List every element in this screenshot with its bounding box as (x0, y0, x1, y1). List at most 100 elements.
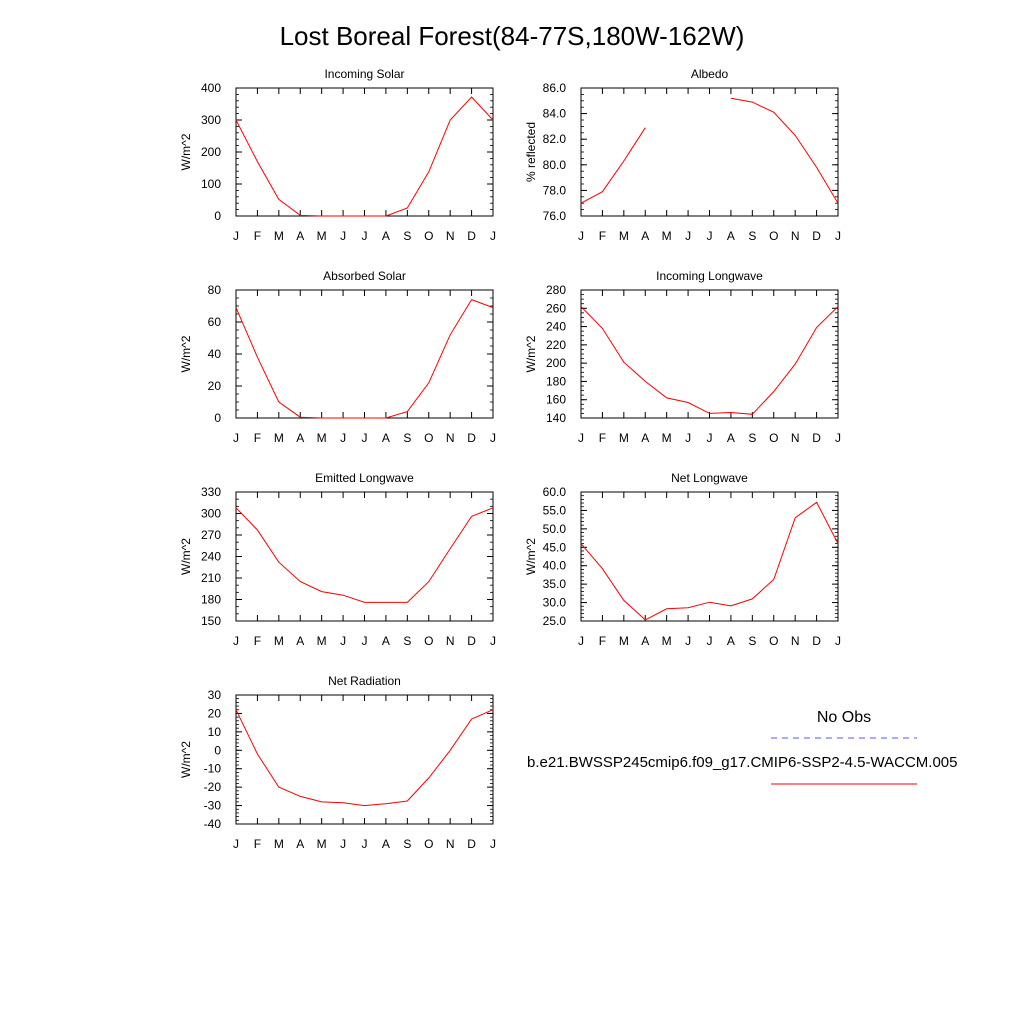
panel-title: Incoming Solar (324, 67, 404, 81)
y-tick-label: 84.0 (543, 107, 567, 121)
x-tick-label: M (317, 431, 327, 445)
y-tick-label: -40 (204, 817, 222, 831)
series-line (235, 709, 494, 807)
x-tick-label: O (769, 431, 778, 445)
x-tick-label: A (727, 634, 735, 648)
series-line (580, 306, 839, 415)
y-tick-label: 50.0 (543, 522, 567, 536)
x-tick-label: J (707, 431, 713, 445)
x-tick-label: M (317, 229, 327, 243)
x-tick-label: J (340, 431, 346, 445)
y-tick-label: 240 (201, 550, 221, 564)
plot-frame (235, 87, 494, 217)
x-tick-label: J (685, 431, 691, 445)
x-tick-label: N (446, 431, 455, 445)
x-tick-label: J (707, 229, 713, 243)
y-tick-label: -10 (204, 762, 222, 776)
x-tick-label: A (296, 431, 304, 445)
y-tick-label: 280 (546, 283, 566, 297)
x-tick-label: J (835, 229, 841, 243)
panel-title: Absorbed Solar (323, 269, 406, 283)
x-tick-label: N (791, 634, 800, 648)
legend: No Obs b.e21.BWSSP245cmip6.f09_g17.CMIP6… (527, 709, 957, 785)
x-tick-label: D (467, 837, 476, 851)
x-tick-label: A (641, 229, 649, 243)
x-tick-label: A (382, 837, 390, 851)
x-tick-label: N (446, 229, 455, 243)
y-tick-label: 20 (208, 379, 222, 393)
x-tick-label: A (382, 431, 390, 445)
x-tick-label: M (619, 431, 629, 445)
y-tick-label: 200 (546, 356, 566, 370)
x-tick-label: J (685, 229, 691, 243)
x-tick-label: O (769, 634, 778, 648)
x-tick-label: J (490, 634, 496, 648)
y-axis-label: W/m^2 (179, 133, 193, 170)
series-line (580, 127, 646, 204)
legend-model-label: b.e21.BWSSP245cmip6.f09_g17.CMIP6-SSP2-4… (527, 754, 957, 771)
y-tick-label: 60.0 (543, 485, 567, 499)
x-tick-label: O (424, 229, 433, 243)
y-tick-label: 10 (208, 725, 222, 739)
series-line (730, 97, 839, 204)
x-tick-label: F (599, 229, 606, 243)
x-tick-label: J (233, 634, 239, 648)
x-tick-label: M (274, 229, 284, 243)
x-tick-label: J (233, 229, 239, 243)
y-tick-label: 0 (214, 743, 221, 757)
x-tick-label: S (403, 431, 411, 445)
x-tick-label: A (296, 229, 304, 243)
plot-frame (580, 87, 839, 217)
x-tick-label: J (490, 837, 496, 851)
y-tick-label: 220 (546, 338, 566, 352)
y-tick-label: 76.0 (543, 209, 567, 223)
y-tick-label: -30 (204, 799, 222, 813)
y-tick-label: 78.0 (543, 183, 567, 197)
y-tick-label: 0 (214, 411, 221, 425)
x-tick-label: M (274, 634, 284, 648)
x-tick-label: A (296, 837, 304, 851)
x-tick-label: N (446, 837, 455, 851)
panel-title: Net Radiation (328, 674, 401, 688)
y-tick-label: -20 (204, 780, 222, 794)
x-tick-label: F (599, 431, 606, 445)
legend-obs-label: No Obs (817, 709, 871, 726)
x-tick-label: M (274, 431, 284, 445)
x-tick-label: J (233, 431, 239, 445)
x-tick-label: M (317, 634, 327, 648)
x-tick-label: S (748, 634, 756, 648)
y-tick-label: 180 (546, 374, 566, 388)
y-axis-label: % reflected (524, 122, 538, 182)
x-tick-label: F (254, 634, 261, 648)
x-tick-label: J (835, 634, 841, 648)
y-axis-label: W/m^2 (179, 538, 193, 575)
y-tick-label: 80 (208, 283, 222, 297)
y-tick-label: 35.0 (543, 577, 567, 591)
y-tick-label: 80.0 (543, 158, 567, 172)
y-tick-label: 60 (208, 315, 222, 329)
y-axis-label: W/m^2 (524, 335, 538, 372)
series-line (580, 501, 839, 621)
x-tick-label: J (685, 634, 691, 648)
y-tick-label: 140 (546, 411, 566, 425)
plot-frame (235, 289, 494, 419)
x-tick-label: J (362, 837, 368, 851)
x-tick-label: J (362, 431, 368, 445)
y-tick-label: 86.0 (543, 81, 567, 95)
x-tick-label: M (619, 634, 629, 648)
series-line (235, 96, 494, 217)
series-line (235, 507, 494, 603)
y-tick-label: 300 (201, 507, 221, 521)
x-tick-label: D (467, 229, 476, 243)
x-tick-label: J (707, 634, 713, 648)
plot-frame (235, 694, 494, 825)
x-tick-label: F (599, 634, 606, 648)
x-tick-label: A (382, 634, 390, 648)
x-tick-label: M (662, 431, 672, 445)
y-tick-label: 300 (201, 113, 221, 127)
